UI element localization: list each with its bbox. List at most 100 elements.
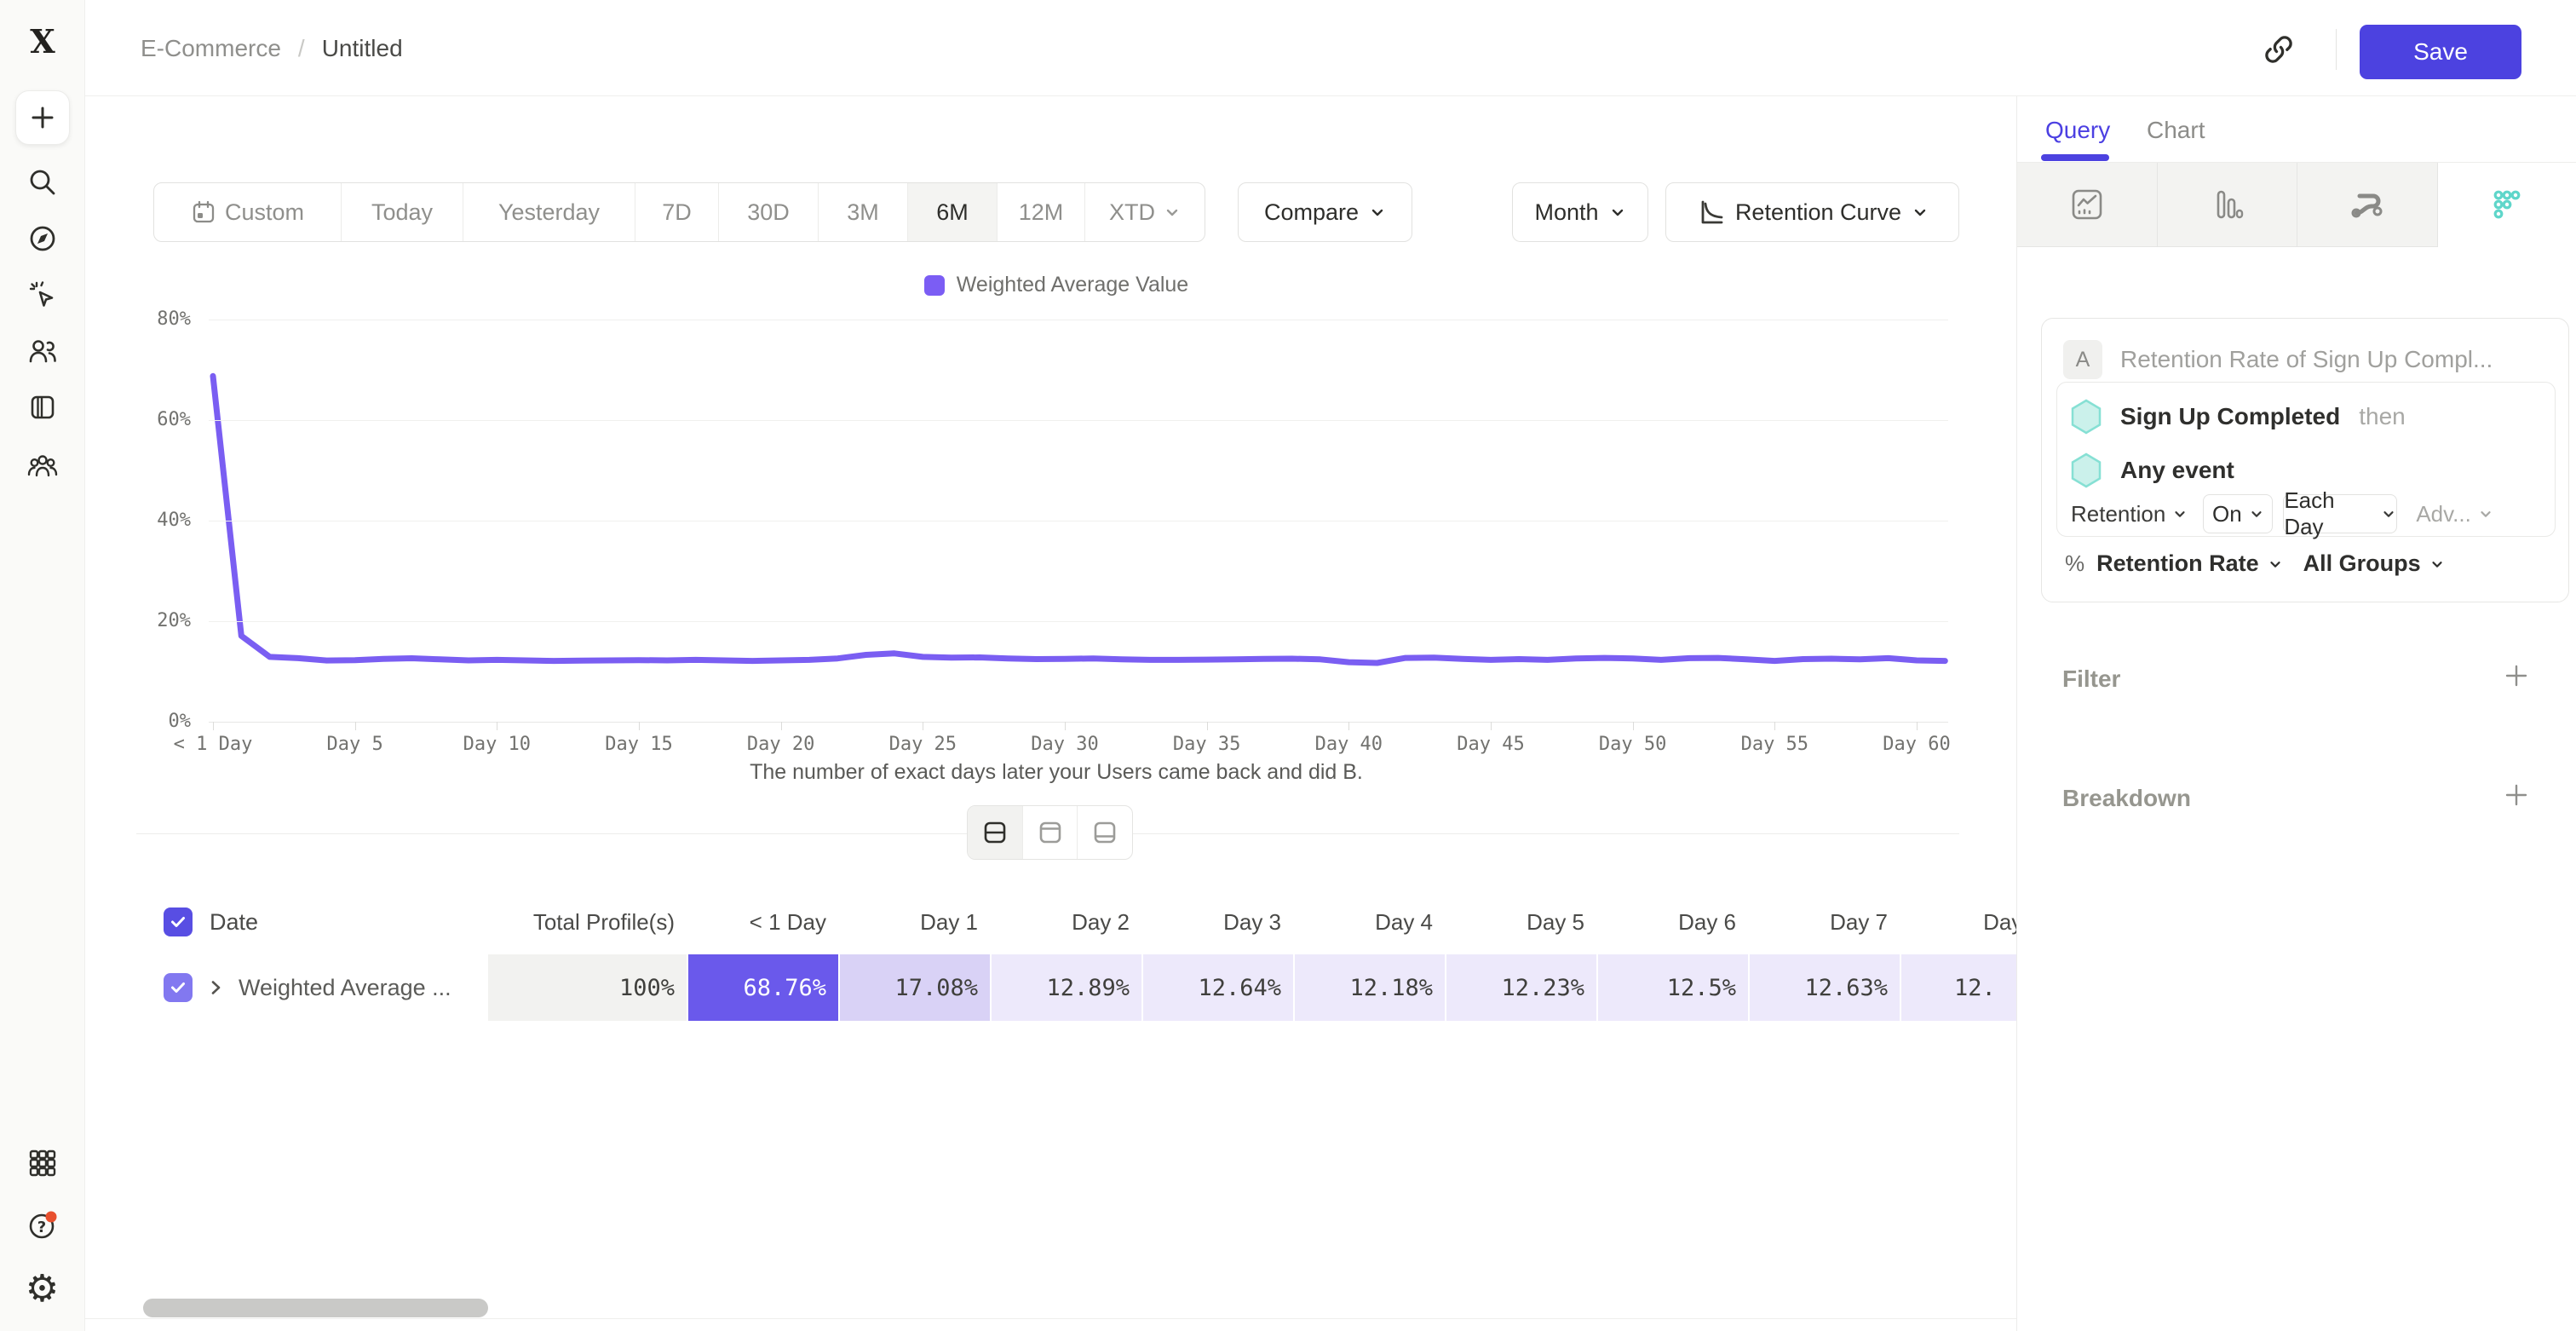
range-label: 6M <box>936 199 969 225</box>
gridline <box>209 621 1948 622</box>
first-event-name[interactable]: Sign Up Completed <box>2120 403 2341 429</box>
on-dropdown[interactable]: On <box>2203 494 2274 533</box>
column-header[interactable]: Day 7 <box>1830 908 1888 935</box>
app-logo[interactable]: X <box>22 22 63 63</box>
help-icon: ? <box>29 1211 56 1239</box>
table-cell[interactable]: 17.08% <box>840 954 990 1021</box>
nav-users[interactable] <box>24 332 61 370</box>
nav-help[interactable]: ? <box>24 1207 61 1244</box>
table-cell[interactable]: 12.5% <box>1598 954 1748 1021</box>
chart-legend[interactable]: Weighted Average Value <box>136 273 1976 297</box>
range-6m-selected[interactable]: 6M <box>908 183 998 241</box>
breadcrumb-report-title[interactable]: Untitled <box>321 34 403 61</box>
funnels-icon <box>2217 190 2244 219</box>
retention-mode-dropdown[interactable]: Retention <box>2071 501 2188 527</box>
table-cell[interactable]: 68.76% <box>688 954 838 1021</box>
table-cell[interactable]: 12.18% <box>1295 954 1445 1021</box>
compare-button[interactable]: Compare <box>1238 182 1412 242</box>
board-panel-icon <box>31 395 54 419</box>
series-weighted-average[interactable] <box>210 372 1948 666</box>
expand-row-chevron-icon[interactable] <box>206 978 225 997</box>
interval-dropdown[interactable]: Each Day <box>2283 487 2398 539</box>
table-cell[interactable]: 12.63% <box>1750 954 1900 1021</box>
advanced-dropdown[interactable]: Adv... <box>2416 501 2493 527</box>
report-type-retention-selected[interactable] <box>2437 163 2576 247</box>
column-header[interactable]: Day 5 <box>1527 908 1584 935</box>
svg-text:X: X <box>30 24 55 60</box>
nav-cohorts[interactable] <box>24 447 61 485</box>
layout-chart-only[interactable] <box>1023 806 1078 859</box>
range-today[interactable]: Today <box>342 183 463 241</box>
range-12m[interactable]: 12M <box>998 183 1085 241</box>
first-event-row[interactable]: Sign Up Completed then <box>2071 399 2406 435</box>
column-header-date[interactable]: Date <box>210 908 259 935</box>
table-cell[interactable]: 12. <box>1901 954 2016 1021</box>
nav-boards[interactable] <box>24 389 61 426</box>
chevron-down-icon <box>1166 209 1178 216</box>
range-xtd[interactable]: XTD <box>1085 183 1205 241</box>
return-event-row[interactable]: Any event <box>2071 452 2234 488</box>
chevron-down-icon <box>2481 511 2491 517</box>
column-header[interactable]: Day 4 <box>1375 908 1433 935</box>
column-header[interactable]: Day 3 <box>1223 908 1281 935</box>
range-label: 7D <box>662 199 692 225</box>
report-type-flows[interactable] <box>2297 163 2438 247</box>
range-7d[interactable]: 7D <box>635 183 719 241</box>
column-header[interactable]: Day 2 <box>1072 908 1130 935</box>
link-icon <box>2265 36 2292 63</box>
cursor-click-icon <box>29 281 53 307</box>
legend-label: Weighted Average Value <box>956 273 1189 297</box>
save-button[interactable]: Save <box>2360 25 2521 79</box>
table-cell[interactable]: 12.89% <box>992 954 1141 1021</box>
group-icon <box>27 455 57 477</box>
breadcrumb-project[interactable]: E-Commerce <box>141 34 281 61</box>
report-type-funnels[interactable] <box>2157 163 2297 247</box>
select-all-checkbox[interactable] <box>164 908 193 936</box>
granularity-dropdown[interactable]: Month <box>1512 182 1648 242</box>
column-header[interactable]: Total Profile(s) <box>532 908 675 935</box>
nav-settings[interactable]: ⚙ <box>24 1270 61 1308</box>
add-filter-button[interactable] <box>2499 659 2533 693</box>
horizontal-scrollbar[interactable] <box>143 1299 488 1317</box>
column-header[interactable]: Day 1 <box>920 908 978 935</box>
groups-dropdown[interactable]: All Groups <box>2303 550 2445 577</box>
range-30d[interactable]: 30D <box>719 183 819 241</box>
flows-icon <box>2351 193 2383 218</box>
nav-apps[interactable] <box>24 1144 61 1182</box>
nav-discover[interactable] <box>24 220 61 257</box>
range-yesterday[interactable]: Yesterday <box>463 183 635 241</box>
y-axis-tick-label: 60% <box>157 409 191 430</box>
table-cell[interactable]: 100% <box>488 954 687 1021</box>
row-checkbox[interactable] <box>164 973 193 1002</box>
chevron-down-icon <box>1612 209 1623 216</box>
tab-chart[interactable]: Chart <box>2147 117 2205 143</box>
column-header[interactable]: Day 8 <box>1983 908 2016 935</box>
return-event-name[interactable]: Any event <box>2120 457 2234 483</box>
nav-search[interactable] <box>24 164 61 201</box>
report-type-insights[interactable] <box>2017 163 2158 247</box>
tab-query[interactable]: Query <box>2045 117 2111 143</box>
row-label[interactable]: Weighted Average ... <box>239 974 451 1000</box>
gear-icon: ⚙ <box>25 1268 60 1310</box>
main-bottom-border <box>85 1318 2016 1319</box>
layout-table-only[interactable] <box>1078 806 1132 859</box>
chevron-down-icon <box>2383 511 2394 517</box>
layout-split-view[interactable] <box>968 806 1023 859</box>
metric-dropdown[interactable]: Retention Rate <box>2096 550 2283 577</box>
visualization-dropdown[interactable]: Retention Curve <box>1665 182 1959 242</box>
range-custom[interactable]: Custom <box>154 183 342 241</box>
query-title[interactable]: Retention Rate of Sign Up Compl... <box>2120 346 2493 372</box>
chevron-down-icon <box>1371 209 1383 216</box>
table-cell[interactable]: 12.64% <box>1143 954 1293 1021</box>
create-new-button[interactable] <box>14 90 70 145</box>
y-axis-tick-label: 20% <box>157 610 191 631</box>
nav-events[interactable] <box>24 276 61 314</box>
copy-link-button[interactable] <box>2260 31 2297 68</box>
table-cell[interactable]: 12.23% <box>1446 954 1596 1021</box>
column-header[interactable]: < 1 Day <box>749 908 826 935</box>
x-axis-tick-label: Day 50 <box>1598 734 1667 755</box>
range-3m[interactable]: 3M <box>819 183 908 241</box>
range-label: 12M <box>1018 199 1064 225</box>
add-breakdown-button[interactable] <box>2499 778 2533 812</box>
column-header[interactable]: Day 6 <box>1678 908 1736 935</box>
